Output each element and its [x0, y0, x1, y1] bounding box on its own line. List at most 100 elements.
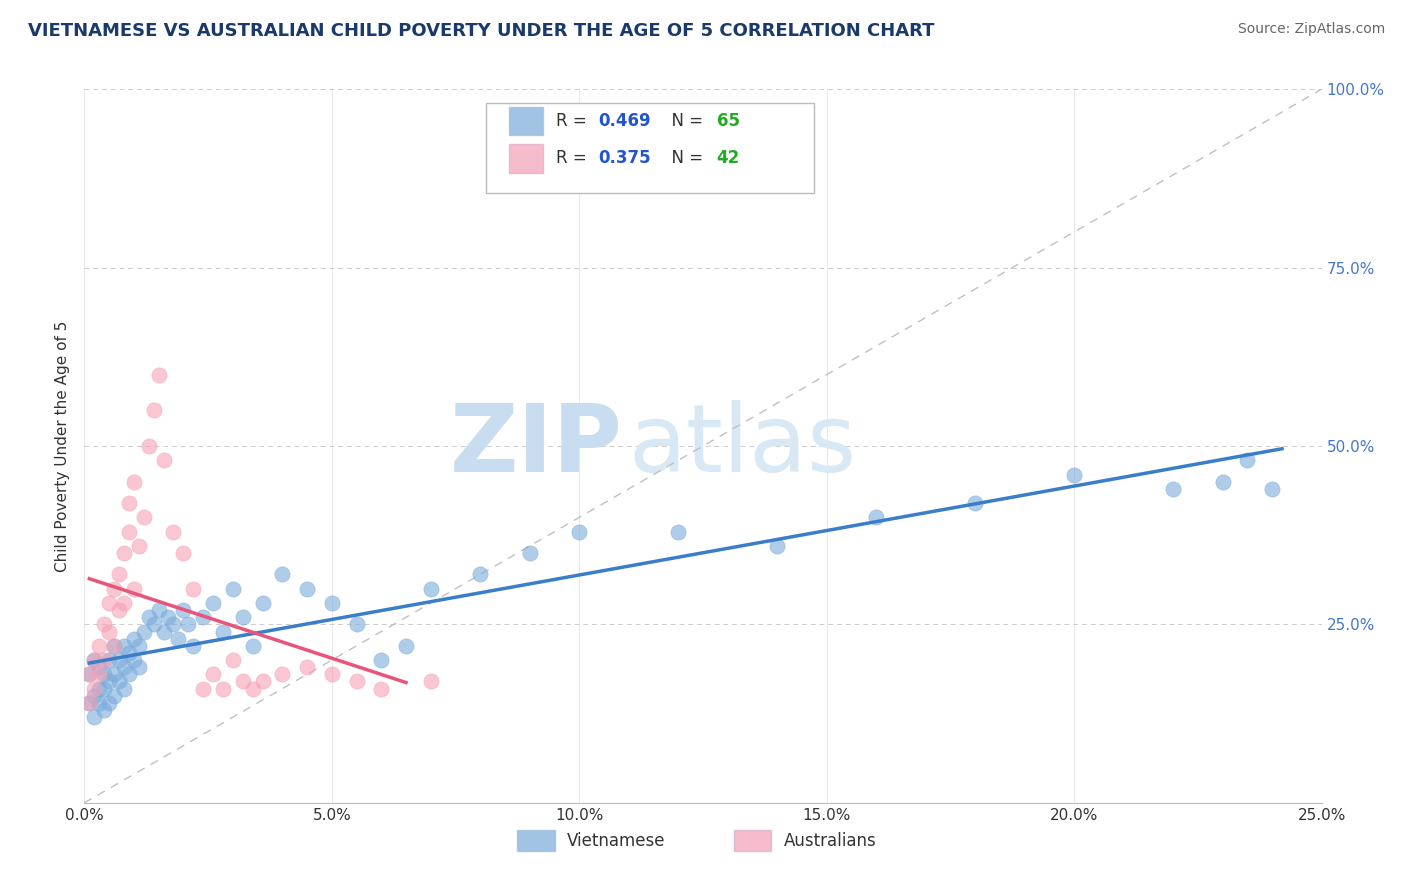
- Point: [666, 524, 689, 539]
- Point: [138, 439, 160, 453]
- Point: [519, 546, 541, 560]
- Point: [98, 674, 121, 689]
- Point: [93, 681, 115, 696]
- Point: [83, 710, 105, 724]
- Point: [98, 624, 121, 639]
- Point: [89, 696, 111, 710]
- Point: [419, 674, 441, 689]
- Point: [98, 596, 121, 610]
- Point: [191, 681, 214, 696]
- Point: [271, 567, 294, 582]
- Point: [112, 596, 135, 610]
- Point: [103, 639, 125, 653]
- Point: [103, 582, 125, 596]
- Point: [252, 674, 274, 689]
- Text: VIETNAMESE VS AUSTRALIAN CHILD POVERTY UNDER THE AGE OF 5 CORRELATION CHART: VIETNAMESE VS AUSTRALIAN CHILD POVERTY U…: [28, 22, 935, 40]
- Point: [346, 617, 368, 632]
- Point: [89, 681, 111, 696]
- Point: [191, 610, 214, 624]
- Point: [98, 653, 121, 667]
- Point: [103, 689, 125, 703]
- Point: [89, 639, 111, 653]
- Point: [965, 496, 987, 510]
- Point: [142, 617, 165, 632]
- Point: [93, 667, 115, 681]
- Point: [112, 681, 135, 696]
- Point: [1212, 475, 1234, 489]
- Point: [568, 524, 591, 539]
- Point: [83, 653, 105, 667]
- Point: [162, 524, 184, 539]
- Point: [1261, 482, 1284, 496]
- Point: [419, 582, 441, 596]
- Point: [108, 653, 131, 667]
- Point: [177, 617, 200, 632]
- Point: [172, 546, 194, 560]
- Point: [172, 603, 194, 617]
- FancyBboxPatch shape: [734, 830, 770, 851]
- Point: [370, 653, 392, 667]
- Text: atlas: atlas: [628, 400, 858, 492]
- Point: [122, 653, 145, 667]
- Point: [212, 681, 235, 696]
- Point: [1236, 453, 1258, 467]
- Point: [162, 617, 184, 632]
- Point: [232, 674, 254, 689]
- Point: [103, 667, 125, 681]
- Point: [152, 624, 174, 639]
- Point: [112, 546, 135, 560]
- Point: [132, 624, 155, 639]
- Point: [271, 667, 294, 681]
- Text: R =: R =: [555, 149, 592, 168]
- Point: [83, 653, 105, 667]
- Point: [142, 403, 165, 417]
- Point: [122, 582, 145, 596]
- Point: [118, 524, 141, 539]
- Point: [83, 681, 105, 696]
- Point: [222, 582, 245, 596]
- Point: [108, 567, 131, 582]
- Point: [202, 667, 225, 681]
- Point: [370, 681, 392, 696]
- Point: [212, 624, 235, 639]
- Text: Source: ZipAtlas.com: Source: ZipAtlas.com: [1237, 22, 1385, 37]
- Point: [157, 610, 180, 624]
- Point: [83, 689, 105, 703]
- Point: [152, 453, 174, 467]
- Point: [118, 496, 141, 510]
- Point: [79, 667, 101, 681]
- Point: [118, 646, 141, 660]
- Point: [470, 567, 492, 582]
- Point: [346, 674, 368, 689]
- Point: [93, 617, 115, 632]
- Point: [222, 653, 245, 667]
- Point: [202, 596, 225, 610]
- Text: 65: 65: [717, 112, 740, 130]
- Point: [89, 667, 111, 681]
- Point: [128, 539, 150, 553]
- Point: [128, 660, 150, 674]
- Point: [167, 632, 190, 646]
- Point: [112, 639, 135, 653]
- Point: [232, 610, 254, 624]
- Point: [242, 639, 264, 653]
- Text: Australians: Australians: [783, 831, 876, 849]
- Text: 0.469: 0.469: [598, 112, 651, 130]
- Point: [321, 596, 343, 610]
- Point: [132, 510, 155, 524]
- Point: [93, 703, 115, 717]
- FancyBboxPatch shape: [509, 107, 543, 136]
- Point: [766, 539, 789, 553]
- Point: [242, 681, 264, 696]
- Point: [138, 610, 160, 624]
- Point: [1063, 467, 1085, 482]
- Text: N =: N =: [661, 112, 709, 130]
- Point: [108, 674, 131, 689]
- Text: R =: R =: [555, 112, 592, 130]
- Point: [98, 696, 121, 710]
- Point: [89, 660, 111, 674]
- Point: [181, 582, 204, 596]
- Point: [128, 639, 150, 653]
- Point: [148, 603, 170, 617]
- Point: [79, 696, 101, 710]
